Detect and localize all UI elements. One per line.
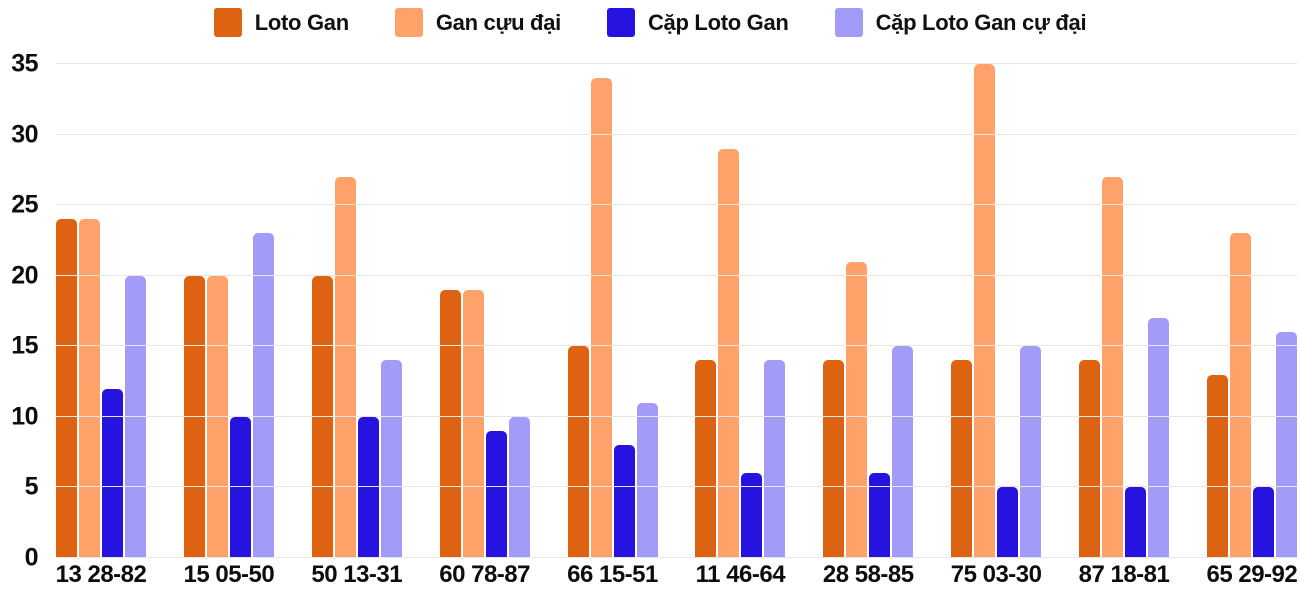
bar-cap-loto-gan (741, 473, 763, 558)
bar-cap-loto-gan-cu-ai (636, 402, 658, 558)
bar-cap-loto-gan-cu-ai (1148, 318, 1169, 558)
bar-group (695, 64, 786, 558)
legend-item-cap-loto-gan[interactable]: Cặp Loto Gan (606, 8, 789, 37)
legend-label: Gan cựu đại (435, 9, 561, 35)
bar-gan-cuu-ai (462, 289, 484, 558)
x-tick-label: 87 18-81 (1078, 561, 1170, 588)
plot-area (56, 63, 1297, 558)
bar-gan-cuu-ai (1102, 176, 1123, 558)
y-tick-label: 20 (11, 261, 38, 290)
bar-group (1206, 64, 1297, 558)
gridline (56, 345, 1297, 347)
bar-loto-gan (56, 219, 77, 558)
legend-item-loto-gan[interactable]: Loto Gan (213, 8, 349, 37)
x-tick-label: 28 58-85 (822, 561, 914, 588)
bar-group (951, 64, 1042, 558)
x-tick-label: 75 03-30 (950, 561, 1042, 588)
y-tick-label: 15 (11, 331, 38, 360)
bar-group (823, 64, 914, 558)
x-axis: 13 28-82 15 05-50 50 13-31 60 78-87 66 15-51… (55, 561, 1298, 589)
bar-gan-cuu-ai (590, 78, 612, 558)
x-tick-label: 50 13-31 (311, 561, 403, 588)
bar-cap-loto-gan (869, 473, 891, 558)
legend-label: Loto Gan (254, 9, 349, 35)
bar-group (1079, 64, 1169, 558)
bar-loto-gan (439, 289, 461, 558)
x-tick-label: 11 46-64 (695, 561, 786, 588)
bar-group (311, 64, 402, 558)
x-tick-label: 15 05-50 (183, 561, 275, 588)
x-tick-label: 60 78-87 (439, 561, 530, 588)
y-axis: 0 5 10 15 20 25 30 35 (0, 51, 46, 570)
bar-gan-cuu-ai (974, 64, 996, 558)
gridline (56, 63, 1297, 64)
bar-cap-loto-gan-cu-ai (125, 275, 146, 558)
bar-cap-loto-gan-cu-ai (1020, 346, 1042, 558)
bar-loto-gan (1079, 360, 1100, 558)
bar-cap-loto-gan (613, 445, 635, 558)
bar-loto-gan (567, 346, 589, 558)
bar-gan-cuu-ai (334, 176, 356, 558)
y-tick-label: 30 (11, 120, 38, 149)
gridline (56, 415, 1297, 417)
bar-group (439, 64, 530, 558)
bar-cap-loto-gan (1125, 487, 1146, 558)
bar-cap-loto-gan (997, 487, 1019, 558)
bar-gan-cuu-ai (1229, 233, 1251, 558)
bar-groups (56, 64, 1297, 558)
bar-group (567, 64, 658, 558)
x-tick-label: 66 15-51 (567, 561, 658, 588)
gridline (56, 133, 1297, 135)
bar-gan-cuu-ai (846, 261, 868, 558)
legend-swatch-icon (606, 8, 635, 37)
bar-cap-loto-gan (102, 388, 123, 558)
legend-swatch-icon (834, 8, 863, 37)
y-tick-label: 25 (11, 190, 38, 219)
bar-loto-gan (311, 275, 333, 558)
bar-gan-cuu-ai (206, 275, 228, 558)
gridline (56, 274, 1297, 276)
legend-item-cap-loto-gan-cu-ai[interactable]: Cặp Loto Gan cự đại (834, 8, 1087, 37)
legend-item-gan-cuu-ai[interactable]: Gan cựu đại (394, 8, 561, 37)
legend-label: Cặp Loto Gan cự đại (875, 9, 1087, 35)
bar-group (56, 64, 146, 558)
bar-cap-loto-gan-cu-ai (380, 360, 402, 558)
bar-cap-loto-gan (485, 430, 507, 558)
bar-loto-gan (951, 360, 973, 558)
gridline (56, 486, 1297, 488)
legend-swatch-icon (213, 8, 242, 37)
bar-cap-loto-gan-cu-ai (764, 360, 786, 558)
x-tick-label: 13 28-82 (55, 561, 147, 588)
bar-loto-gan (1206, 374, 1228, 558)
x-tick-label: 65 29-92 (1206, 561, 1298, 588)
y-tick-label: 0 (24, 543, 39, 572)
legend-swatch-icon (394, 8, 423, 37)
bar-gan-cuu-ai (79, 219, 100, 558)
gridline (56, 204, 1297, 206)
legend: Loto Gan Gan cựu đại Cặp Loto Gan Cặp Loto … (0, 8, 1300, 37)
bar-gan-cuu-ai (718, 148, 740, 558)
legend-label: Cặp Loto Gan (647, 9, 789, 35)
bar-loto-gan (695, 360, 717, 558)
gridline (56, 557, 1297, 558)
y-tick-label: 10 (11, 402, 38, 431)
bar-cap-loto-gan-cu-ai (892, 346, 914, 558)
bar-cap-loto-gan (1252, 487, 1274, 558)
bar-loto-gan (183, 275, 205, 558)
bar-cap-loto-gan-cu-ai (252, 233, 274, 558)
bar-cap-loto-gan-cu-ai (1275, 332, 1297, 558)
bar-group (183, 64, 274, 558)
y-tick-label: 35 (11, 49, 38, 78)
y-tick-label: 5 (24, 472, 39, 501)
bar-loto-gan (823, 360, 845, 558)
